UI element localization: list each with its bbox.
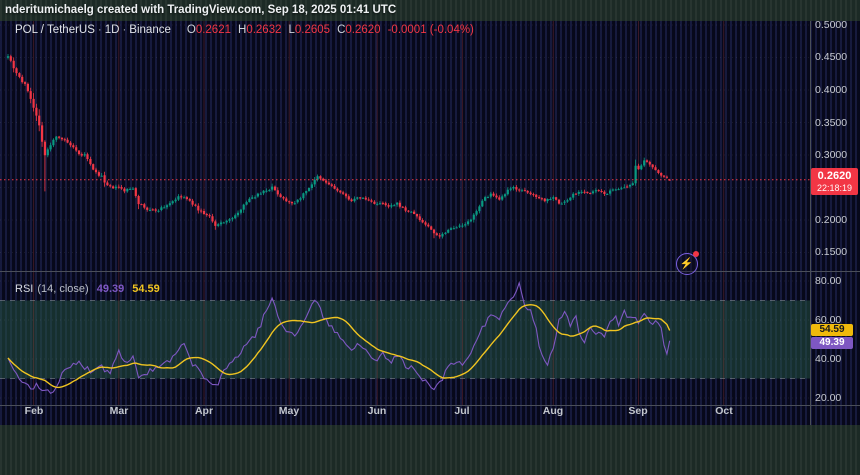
- month-label-feb: Feb: [24, 405, 44, 417]
- price-axis-label: 0.2000: [815, 214, 848, 226]
- price-axis-label: 0.4000: [815, 84, 848, 96]
- high-value: 0.2632: [246, 24, 282, 36]
- symbol-title[interactable]: POL / TetherUS: [15, 24, 95, 36]
- rsi-axis-label: 40.00: [815, 353, 842, 365]
- rsi-axis-label: 20.00: [815, 392, 842, 404]
- month-label-oct: Oct: [715, 405, 733, 417]
- close-key: C: [337, 24, 346, 36]
- footer-bar: TradingView: [0, 425, 860, 475]
- price-axis-label: 0.4500: [815, 51, 848, 63]
- symbol-legend[interactable]: POL / TetherUS · 1D · Binance O0.2621 H0.2632 L…: [15, 23, 474, 38]
- month-label-sep: Sep: [628, 405, 648, 417]
- last-price-badge: 0.2620 22:18:19: [811, 168, 858, 195]
- rsi-axis-label: 80.00: [815, 275, 842, 287]
- open-value: 0.2621: [195, 24, 231, 36]
- bar-countdown: 22:18:19: [816, 183, 853, 193]
- interval-label[interactable]: 1D: [104, 24, 120, 36]
- month-label-jun: Jun: [367, 405, 387, 417]
- rsi-indicator-legend[interactable]: RSI (14, close) 49.39 54.59: [15, 282, 160, 296]
- time-axis-divider: [0, 405, 860, 406]
- month-label-may: May: [278, 405, 300, 417]
- price-axis-label: 0.5000: [815, 19, 848, 31]
- ohlc-values: O0.2621 H0.2632 L0.2605 C0.2620: [180, 24, 381, 36]
- instant-refresh-icon[interactable]: ⚡: [676, 251, 699, 275]
- notification-dot: [693, 251, 699, 257]
- high-key: H: [238, 24, 247, 36]
- price-axis-label: 0.3500: [815, 117, 848, 129]
- pane-divider[interactable]: [0, 271, 860, 272]
- price-axis-divider: [810, 21, 811, 425]
- low-key: L: [288, 24, 295, 36]
- month-label-apr: Apr: [194, 405, 214, 417]
- month-label-aug: Aug: [542, 405, 564, 417]
- legend-separator: ·: [97, 24, 102, 36]
- rsi-ma-value: 54.59: [132, 283, 160, 295]
- chart-area[interactable]: POL / TetherUS · 1D · Binance O0.2621 H0.2632 L…: [0, 19, 860, 425]
- attribution-text: nderitumichaelg created with TradingView…: [5, 4, 397, 16]
- rsi-params: (14, close): [37, 283, 89, 295]
- rsi-ma-badge: 54.59: [811, 324, 853, 336]
- lightning-bolt-icon: ⚡: [679, 258, 694, 270]
- rsi-title[interactable]: RSI: [15, 283, 34, 295]
- change-value: -0.0001 (-0.04%): [387, 24, 474, 36]
- top-attribution-bar: nderitumichaelg created with TradingView…: [0, 0, 860, 21]
- open-key: O: [186, 24, 196, 36]
- low-value: 0.2605: [294, 24, 331, 36]
- rsi-value: 49.39: [96, 283, 125, 295]
- chart-canvas[interactable]: [0, 21, 860, 425]
- rsi-axis-label: 60.00: [815, 314, 842, 326]
- price-axis-label: 0.3000: [815, 149, 848, 161]
- close-value: 0.2620: [345, 24, 381, 36]
- rsi-value-badge: 49.39: [811, 337, 853, 349]
- exchange-label: Binance: [129, 24, 171, 36]
- price-axis-label: 0.1500: [815, 246, 848, 258]
- month-label-mar: Mar: [109, 405, 129, 417]
- month-label-jul: Jul: [454, 405, 470, 417]
- last-price-value: 0.2620: [817, 170, 852, 182]
- legend-separator: ·: [122, 24, 127, 36]
